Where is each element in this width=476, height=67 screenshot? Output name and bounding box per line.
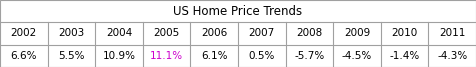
Text: 2006: 2006 (201, 28, 228, 39)
Text: 2003: 2003 (58, 28, 85, 39)
Text: 6.1%: 6.1% (201, 51, 228, 61)
Text: -4.5%: -4.5% (342, 51, 372, 61)
Text: 2009: 2009 (344, 28, 370, 39)
Text: US Home Price Trends: US Home Price Trends (173, 5, 303, 18)
Text: 2011: 2011 (439, 28, 466, 39)
Text: 2004: 2004 (106, 28, 132, 39)
Text: -5.7%: -5.7% (294, 51, 325, 61)
Text: 2002: 2002 (10, 28, 37, 39)
Text: 2007: 2007 (248, 28, 275, 39)
Text: -4.3%: -4.3% (437, 51, 467, 61)
Text: 6.6%: 6.6% (10, 51, 37, 61)
Text: 0.5%: 0.5% (248, 51, 275, 61)
Text: 2008: 2008 (296, 28, 323, 39)
Text: 2010: 2010 (391, 28, 418, 39)
Text: 2005: 2005 (153, 28, 180, 39)
Text: 10.9%: 10.9% (102, 51, 136, 61)
Text: 11.1%: 11.1% (150, 51, 183, 61)
Text: -1.4%: -1.4% (389, 51, 420, 61)
Text: 5.5%: 5.5% (58, 51, 85, 61)
